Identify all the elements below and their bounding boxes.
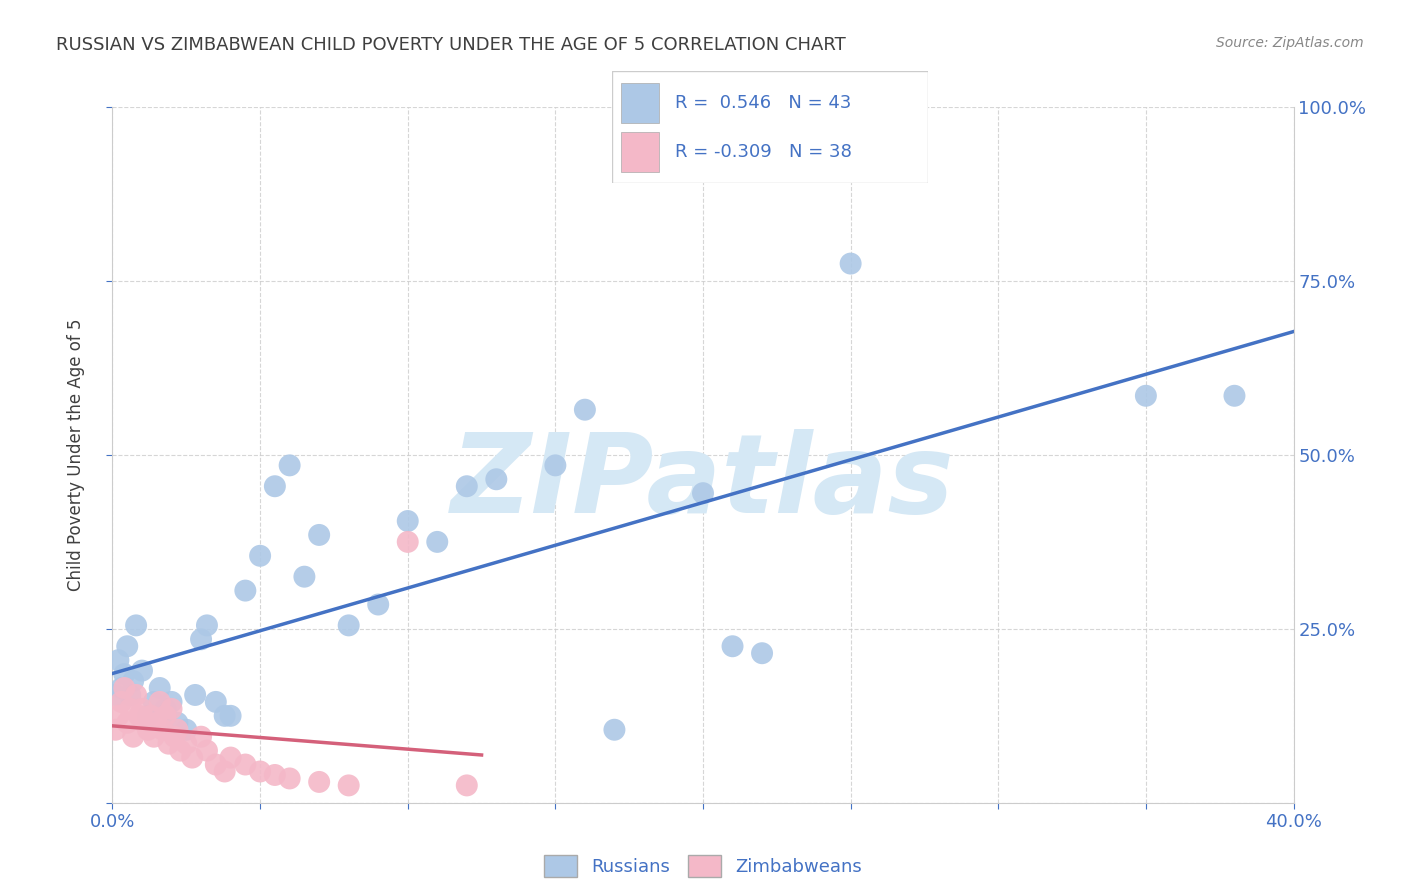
Point — [249, 549, 271, 563]
Point — [149, 681, 172, 695]
Text: RUSSIAN VS ZIMBABWEAN CHILD POVERTY UNDER THE AGE OF 5 CORRELATION CHART: RUSSIAN VS ZIMBABWEAN CHILD POVERTY UNDE… — [56, 36, 846, 54]
Point — [1223, 389, 1246, 403]
Legend: Russians, Zimbabweans: Russians, Zimbabweans — [537, 847, 869, 884]
Point — [110, 695, 132, 709]
Point — [219, 708, 242, 723]
Point — [112, 667, 135, 681]
Point — [544, 458, 567, 473]
Point — [152, 723, 174, 737]
Point — [233, 583, 256, 598]
Point — [485, 472, 508, 486]
Point — [574, 402, 596, 417]
Point — [181, 750, 204, 764]
Point — [122, 674, 145, 689]
Point — [214, 708, 236, 723]
Point — [195, 744, 218, 758]
Point — [184, 688, 207, 702]
Point — [139, 708, 162, 723]
Point — [125, 688, 148, 702]
Point — [169, 744, 191, 758]
Bar — [621, 132, 659, 171]
Point — [117, 639, 138, 653]
Bar — [621, 83, 659, 122]
Point — [117, 715, 138, 730]
Point — [603, 723, 626, 737]
Point — [839, 256, 862, 270]
Text: Source: ZipAtlas.com: Source: ZipAtlas.com — [1216, 36, 1364, 50]
Point — [131, 664, 153, 678]
Point — [308, 528, 330, 542]
Point — [174, 723, 197, 737]
Point — [160, 695, 183, 709]
Point — [292, 570, 315, 584]
Point — [120, 688, 142, 702]
Point — [205, 757, 228, 772]
Text: R =  0.546   N = 43: R = 0.546 N = 43 — [675, 94, 851, 112]
Point — [142, 730, 165, 744]
Point — [426, 535, 449, 549]
Point — [107, 708, 129, 723]
Point — [751, 646, 773, 660]
Point — [149, 695, 172, 709]
Point — [190, 730, 212, 744]
Point — [125, 618, 148, 632]
Point — [214, 764, 236, 779]
Point — [692, 486, 714, 500]
Point — [157, 737, 180, 751]
Point — [308, 775, 330, 789]
Point — [163, 730, 186, 744]
Point — [174, 737, 197, 751]
Point — [107, 653, 129, 667]
Point — [104, 723, 127, 737]
Point — [249, 764, 271, 779]
Point — [128, 708, 150, 723]
Point — [104, 688, 127, 702]
Point — [166, 723, 188, 737]
Point — [219, 750, 242, 764]
Point — [136, 723, 159, 737]
Point — [166, 715, 188, 730]
Point — [110, 681, 132, 695]
Point — [131, 702, 153, 716]
Point — [396, 535, 419, 549]
Point — [337, 618, 360, 632]
Point — [136, 708, 159, 723]
Point — [155, 702, 177, 716]
Point — [278, 772, 301, 786]
Text: R = -0.309   N = 38: R = -0.309 N = 38 — [675, 143, 852, 161]
Point — [264, 768, 287, 782]
Text: ZIPatlas: ZIPatlas — [451, 429, 955, 536]
Point — [205, 695, 228, 709]
Point — [367, 598, 389, 612]
Point — [120, 702, 142, 716]
Point — [190, 632, 212, 647]
Point — [160, 702, 183, 716]
Point — [337, 778, 360, 792]
Y-axis label: Child Poverty Under the Age of 5: Child Poverty Under the Age of 5 — [67, 318, 86, 591]
Point — [396, 514, 419, 528]
Point — [195, 618, 218, 632]
Point — [278, 458, 301, 473]
Point — [456, 479, 478, 493]
Point — [112, 681, 135, 695]
Point — [264, 479, 287, 493]
Point — [122, 730, 145, 744]
Point — [1135, 389, 1157, 403]
Point — [233, 757, 256, 772]
Point — [456, 778, 478, 792]
Point — [155, 708, 177, 723]
Point — [142, 695, 165, 709]
Point — [146, 715, 169, 730]
Point — [721, 639, 744, 653]
Point — [134, 715, 156, 730]
